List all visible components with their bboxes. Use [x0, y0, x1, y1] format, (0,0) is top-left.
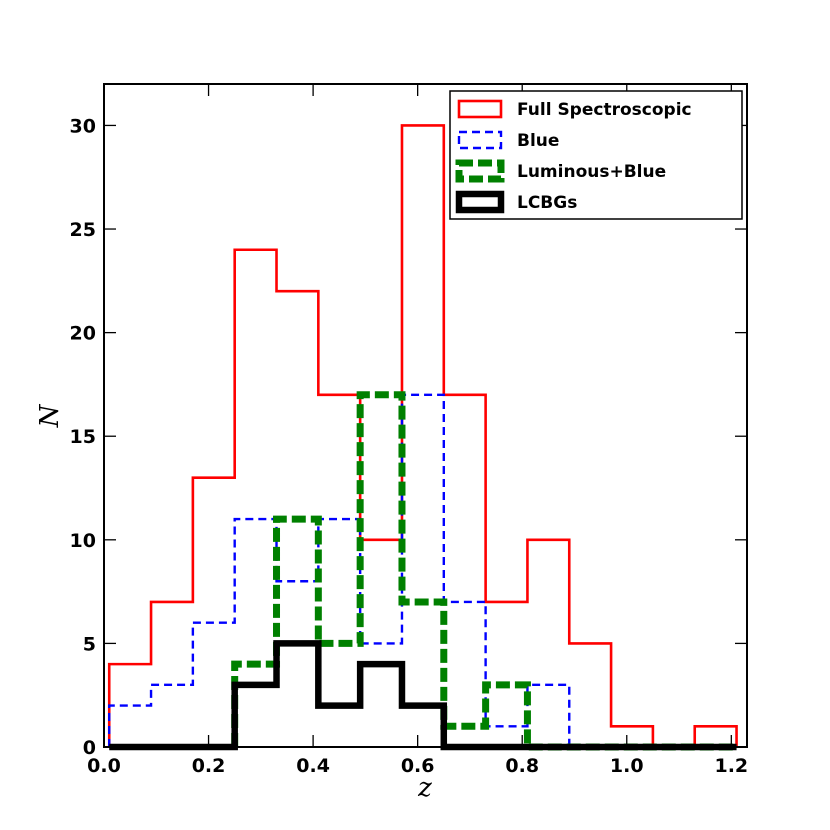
x-tick-label: 0.4	[296, 755, 330, 777]
legend-label: LCBGs	[517, 193, 577, 213]
y-tick-label: 15	[70, 426, 96, 448]
y-tick-label: 20	[70, 323, 96, 345]
y-tick-label: 10	[70, 530, 96, 552]
legend-label: Blue	[517, 131, 559, 151]
x-tick-label: 0.0	[87, 755, 121, 777]
series-full-spectroscopic	[107, 124, 738, 749]
x-axis-label: z	[417, 773, 432, 803]
legend-swatch	[455, 190, 505, 214]
legend-label: Luminous+Blue	[517, 162, 666, 182]
legend-label: Full Spectroscopic	[517, 100, 692, 120]
legend-swatch	[455, 159, 505, 183]
y-axis-label: N	[35, 403, 65, 428]
x-tick-label: 0.8	[505, 755, 539, 777]
x-tick-label: 0.2	[192, 755, 226, 777]
x-tick-label: 0.6	[401, 755, 435, 777]
legend: Full Spectroscopic Blue Luminous+Blue LCBGs	[449, 90, 743, 220]
y-tick-label: 5	[83, 633, 96, 655]
x-tick-label: 1.2	[714, 755, 748, 777]
y-tick-label: 30	[70, 115, 96, 137]
ticks-layer: 0.0 0.2 0.4 0.6 0.8 1.0 1.2 0 5 10 15 20 25 30	[70, 84, 748, 777]
y-tick-label: 25	[70, 219, 96, 241]
series-blue	[108, 393, 737, 749]
y-tick-label: 0	[83, 737, 96, 759]
x-tick-label: 1.0	[610, 755, 644, 777]
legend-swatch	[457, 99, 503, 119]
legend-swatch	[457, 130, 503, 150]
plot-frame	[103, 83, 748, 748]
